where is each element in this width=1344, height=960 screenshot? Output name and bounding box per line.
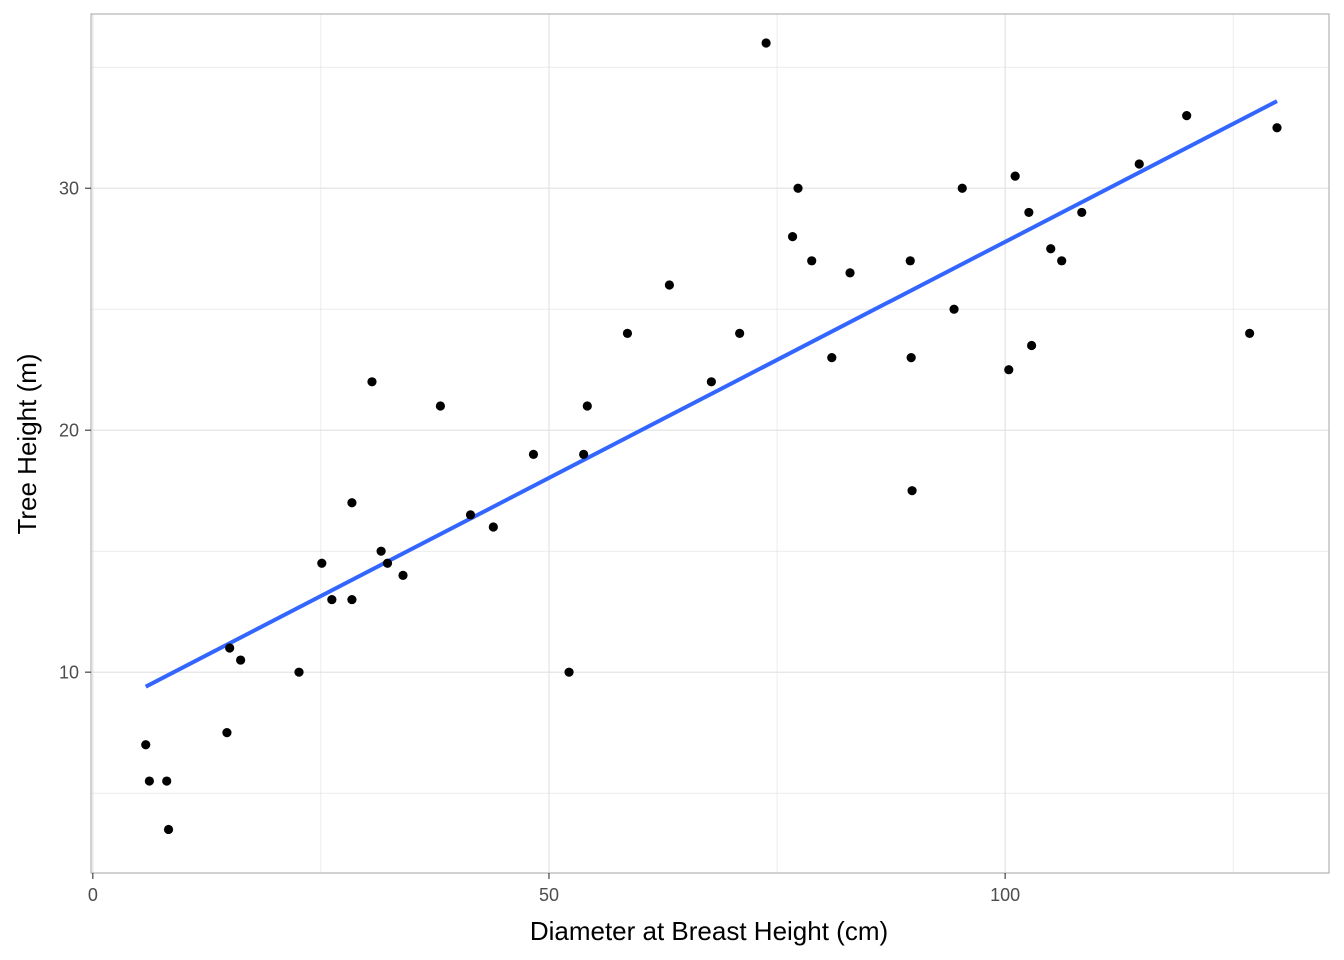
data-point bbox=[807, 256, 817, 266]
data-point bbox=[1245, 328, 1255, 339]
data-point bbox=[845, 268, 855, 278]
data-point bbox=[225, 643, 235, 653]
data-point bbox=[294, 667, 304, 677]
data-point bbox=[1272, 123, 1282, 133]
data-point bbox=[579, 449, 589, 459]
data-point bbox=[582, 401, 592, 411]
data-point bbox=[706, 377, 716, 387]
data-point bbox=[1026, 340, 1037, 351]
data-point bbox=[907, 486, 917, 496]
data-point bbox=[236, 655, 246, 665]
x-tick-label: 0 bbox=[88, 885, 98, 905]
data-point bbox=[787, 232, 798, 242]
data-point bbox=[141, 740, 151, 750]
data-point bbox=[465, 510, 476, 520]
x-tick-label: 100 bbox=[990, 885, 1020, 905]
minor-gridlines bbox=[91, 14, 1329, 873]
data-point bbox=[761, 38, 771, 48]
major-gridlines bbox=[91, 14, 1329, 873]
data-point bbox=[488, 522, 498, 532]
x-tick-label: 50 bbox=[539, 885, 559, 905]
data-point bbox=[1182, 111, 1192, 121]
y-tick-label: 10 bbox=[59, 663, 79, 683]
data-point bbox=[528, 449, 539, 459]
data-point bbox=[622, 328, 633, 339]
data-point bbox=[1010, 171, 1020, 181]
data-point bbox=[1134, 159, 1144, 169]
data-point bbox=[827, 353, 837, 363]
data-point bbox=[1057, 256, 1067, 266]
panel-border bbox=[90, 13, 1330, 874]
fit-line bbox=[144, 99, 1278, 689]
data-point bbox=[1004, 365, 1014, 375]
x-axis-title: Diameter at Breast Height (cm) bbox=[530, 916, 888, 946]
data-point bbox=[435, 401, 446, 411]
data-point bbox=[382, 558, 393, 568]
y-tick-label: 30 bbox=[59, 179, 79, 199]
data-point bbox=[906, 353, 916, 363]
data-points bbox=[141, 38, 1282, 835]
x-axis-ticks: 0 50 100 bbox=[88, 873, 1020, 905]
y-axis-ticks: 10 20 30 bbox=[59, 179, 91, 683]
data-point bbox=[347, 498, 357, 508]
data-point bbox=[144, 776, 154, 786]
data-point bbox=[367, 377, 377, 387]
data-point bbox=[347, 594, 357, 605]
fit-line-layer bbox=[144, 99, 1278, 689]
data-point bbox=[163, 824, 174, 835]
data-point bbox=[1024, 207, 1034, 218]
data-point bbox=[735, 328, 745, 339]
data-point bbox=[957, 183, 967, 193]
data-point bbox=[949, 304, 959, 314]
data-point bbox=[398, 570, 408, 580]
data-point bbox=[793, 183, 803, 193]
data-point bbox=[376, 546, 386, 556]
data-point bbox=[317, 558, 327, 568]
data-point bbox=[327, 594, 337, 605]
data-point bbox=[564, 667, 574, 677]
data-point bbox=[1046, 244, 1056, 254]
data-point bbox=[222, 728, 232, 738]
y-axis-title: Tree Height (m) bbox=[12, 353, 42, 534]
data-point bbox=[162, 776, 172, 786]
data-point bbox=[664, 280, 675, 290]
y-tick-label: 20 bbox=[59, 421, 79, 441]
data-point bbox=[1077, 207, 1087, 218]
data-point bbox=[905, 256, 915, 266]
